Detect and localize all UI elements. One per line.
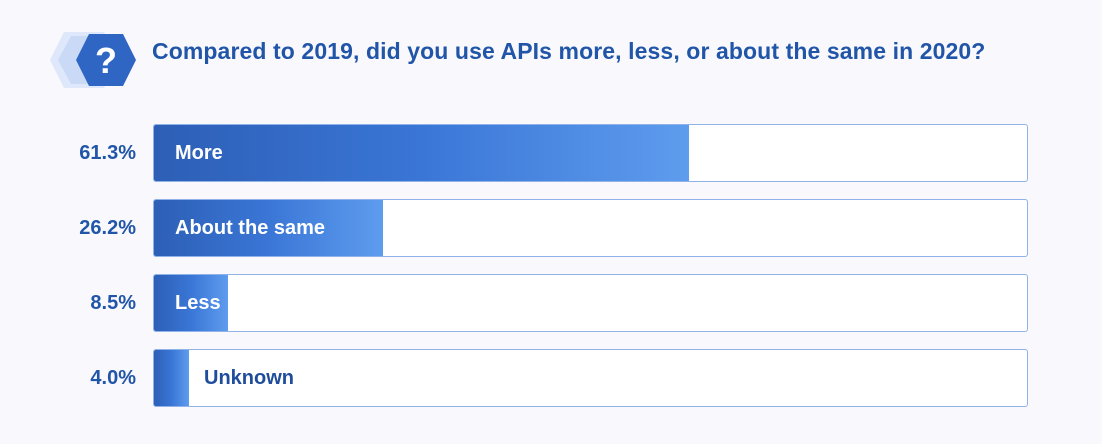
bar	[154, 200, 383, 256]
bar-category-label: Less	[175, 292, 221, 314]
bar	[154, 125, 689, 181]
bar-value-label: 61.3%	[79, 142, 136, 164]
bar-track: About the same	[153, 199, 1028, 257]
bar-value-label: 26.2%	[79, 217, 136, 239]
bar-track: Less	[153, 274, 1028, 332]
bar-row: 26.2% About the same	[0, 199, 1102, 257]
bar	[154, 275, 228, 331]
question-hexagon-icon: ?	[50, 32, 136, 88]
bar-row: 4.0% Unknown	[0, 349, 1102, 407]
chart-title: Compared to 2019, did you use APIs more,…	[152, 38, 986, 64]
bar-track: Unknown	[153, 349, 1028, 407]
bar-category-label: About the same	[175, 217, 326, 239]
hexagon	[76, 34, 136, 86]
bar-category-label: Unknown	[204, 367, 294, 389]
bar-row: 8.5% Less	[0, 274, 1102, 332]
bar-value-label: 8.5%	[90, 292, 136, 314]
bar-track: More	[153, 124, 1028, 182]
question-mark: ?	[95, 40, 117, 81]
bar-row: 61.3% More	[0, 124, 1102, 182]
bar-value-label: 4.0%	[90, 367, 136, 389]
bar	[154, 350, 189, 406]
bar-category-label: More	[175, 142, 223, 164]
